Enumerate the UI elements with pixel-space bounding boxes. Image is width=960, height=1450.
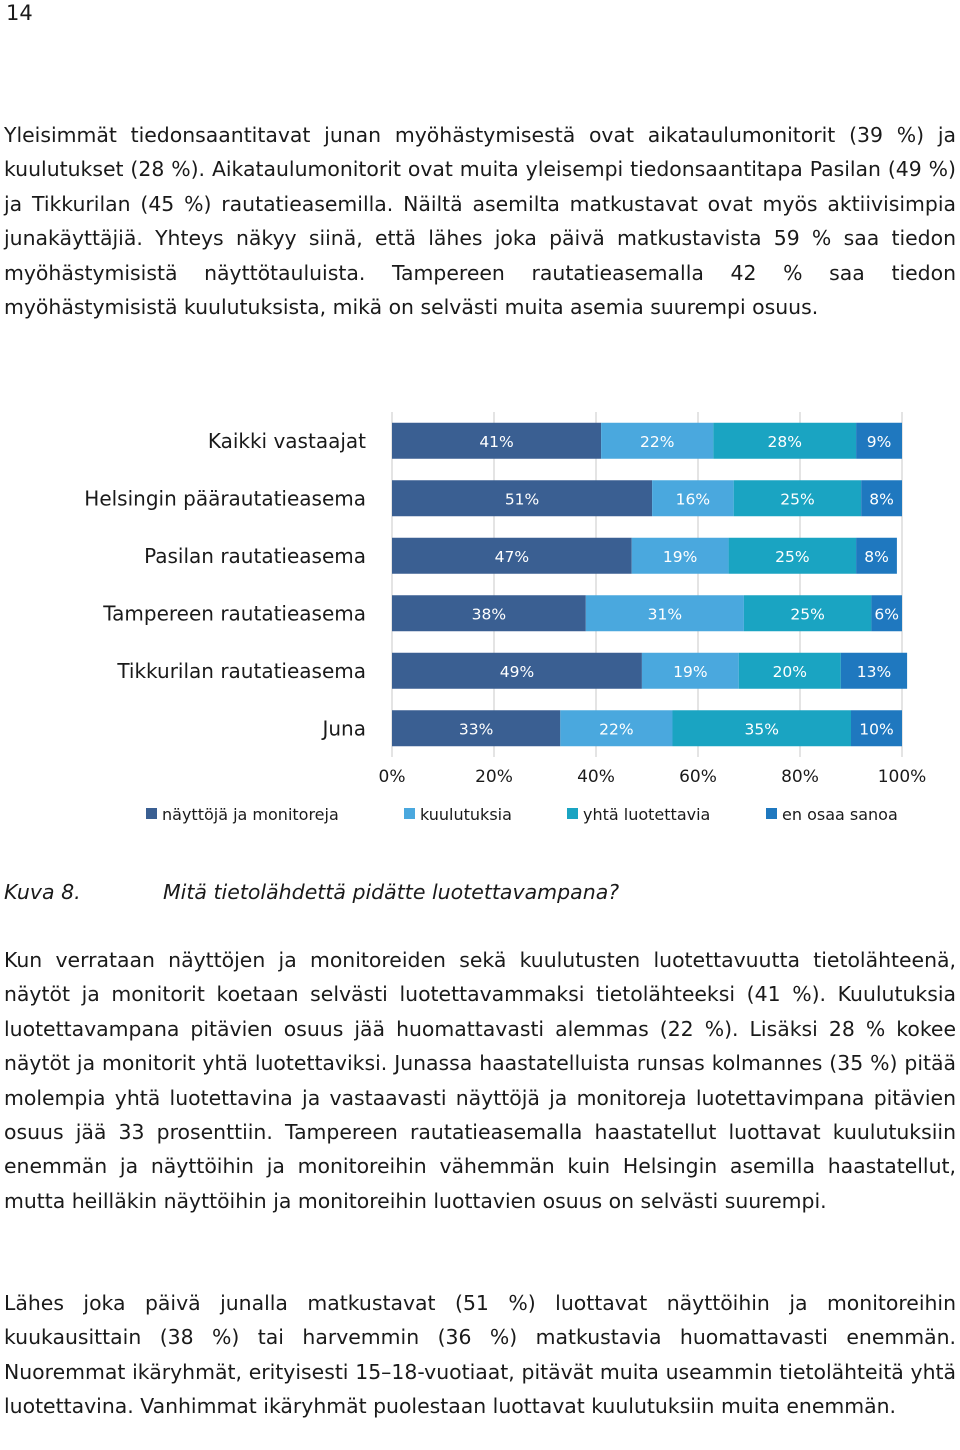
category-label: Kaikki vastaajat	[208, 429, 366, 453]
data-label: 19%	[663, 548, 697, 566]
x-tick-label: 20%	[475, 767, 513, 787]
bar-segment	[851, 710, 902, 747]
data-label: 49%	[500, 663, 534, 681]
stacked-bar-chart: Kaikki vastaajat 41% 22% 28% 9% Helsingin pää…	[0, 400, 960, 840]
data-label: 47%	[495, 548, 529, 566]
bar-segment	[856, 422, 902, 459]
paragraph-1: Yleisimmät tiedonsaantitavat junan myöhä…	[4, 123, 956, 320]
legend-swatch	[567, 808, 578, 819]
data-label: 22%	[640, 433, 674, 451]
legend-label: en osaa sanoa	[782, 805, 898, 824]
bar-segment	[861, 480, 902, 517]
bar-segment	[392, 710, 561, 747]
bar-segment	[856, 537, 897, 574]
bar-segment	[392, 595, 586, 632]
figure-label: Kuva 8.	[4, 880, 81, 904]
data-label: 9%	[867, 433, 892, 451]
bar-segment	[743, 595, 872, 632]
data-label: 41%	[479, 433, 513, 451]
data-label: 51%	[505, 490, 539, 508]
x-tick-label: 100%	[878, 767, 927, 787]
data-label: 6%	[874, 605, 899, 623]
x-tick-label: 40%	[577, 767, 615, 787]
data-label: 22%	[599, 720, 633, 738]
data-label: 25%	[780, 490, 814, 508]
category-label: Pasilan rautatieasema	[144, 544, 366, 568]
bar-segment	[871, 595, 902, 632]
data-label: 28%	[767, 433, 801, 451]
bar-segment	[652, 480, 734, 517]
data-label: 20%	[773, 663, 807, 681]
category-label: Tampereen rautatieasema	[102, 601, 366, 625]
legend-swatch	[146, 808, 157, 819]
bar-segment	[728, 537, 857, 574]
data-label: 38%	[472, 605, 506, 623]
bar-segment	[631, 537, 729, 574]
bar-segment	[601, 422, 714, 459]
paragraph-3: Lähes joka päivä junalla matkustavat (51…	[4, 1291, 956, 1419]
page-number: 14	[6, 1, 33, 25]
data-label: 33%	[459, 720, 493, 738]
data-label: 16%	[676, 490, 710, 508]
legend-swatch	[766, 808, 777, 819]
bar-segment	[713, 422, 857, 459]
data-label: 13%	[857, 663, 891, 681]
bar-segment	[392, 537, 632, 574]
data-label: 31%	[648, 605, 682, 623]
data-label: 19%	[673, 663, 707, 681]
category-label: Tikkurilan rautatieasema	[116, 659, 366, 683]
legend-swatch	[404, 808, 415, 819]
bar-segment	[392, 652, 642, 689]
legend-label: näyttöjä ja monitoreja	[162, 805, 339, 824]
bar-segment	[392, 422, 602, 459]
bar-segment	[585, 595, 744, 632]
bar-segment	[392, 480, 653, 517]
bar-segment	[733, 480, 862, 517]
x-tick-label: 60%	[679, 767, 717, 787]
x-tick-label: 80%	[781, 767, 819, 787]
category-label: Juna	[320, 716, 366, 740]
category-label: Helsingin päärautatieasema	[84, 486, 366, 510]
data-label: 25%	[775, 548, 809, 566]
data-label: 8%	[864, 548, 889, 566]
x-tick-label: 0%	[379, 767, 406, 787]
bar-segment	[560, 710, 673, 747]
data-label: 8%	[869, 490, 894, 508]
paragraph-2: Kun verrataan näyttöjen ja monitoreiden …	[4, 948, 956, 1213]
bar-segment	[672, 710, 851, 747]
data-label: 25%	[790, 605, 824, 623]
legend-label: yhtä luotettavia	[583, 805, 710, 824]
figure-caption: Mitä tietolähdettä pidätte luotettavampa…	[163, 880, 620, 904]
bar-segment	[738, 652, 841, 689]
bar-segment	[641, 652, 739, 689]
data-label: 10%	[859, 720, 893, 738]
legend-label: kuulutuksia	[420, 805, 512, 824]
data-label: 35%	[745, 720, 779, 738]
bar-segment	[840, 652, 908, 689]
